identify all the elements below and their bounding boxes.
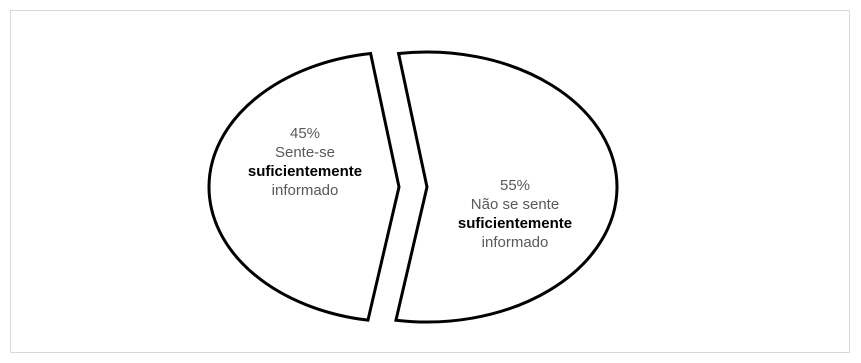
slice-label-line: Sente-se bbox=[275, 144, 335, 161]
slice-label-line: informado bbox=[272, 182, 339, 199]
slice-label-line: informado bbox=[482, 234, 549, 251]
slice-percent-label: 45% bbox=[290, 125, 320, 142]
pie-slice-2 bbox=[394, 50, 619, 324]
slice-label-1: 45% Sente-se suficientemente informado bbox=[248, 125, 362, 199]
pie-labels: 45% Sente-se suficientemente informado 55% Nã… bbox=[248, 125, 572, 251]
slice-label-line: Não se sente bbox=[471, 196, 559, 213]
pie-slice-1 bbox=[207, 51, 401, 322]
slice-label-line: suficientemente bbox=[458, 215, 572, 232]
slice-label-2: 55% Não se sente suficientemente informado bbox=[458, 177, 572, 251]
pie-slices bbox=[207, 50, 619, 324]
slice-percent-label: 55% bbox=[500, 177, 530, 194]
slice-label-line: suficientemente bbox=[248, 163, 362, 180]
